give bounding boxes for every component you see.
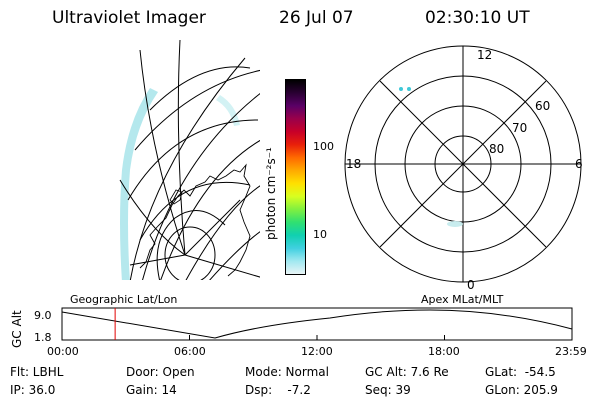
mlat-label-80: 80 [489, 142, 504, 156]
colorbar-tick-10: 10 [313, 228, 327, 241]
altitude-curve [61, 309, 573, 339]
mode-readout: Mode: Normal [245, 365, 329, 379]
colorbar [285, 79, 306, 275]
mlt-label-0: 0 [467, 278, 475, 292]
instrument-title: Ultraviolet Imager [52, 8, 206, 28]
dsp-readout: Dsp: -7.2 [245, 383, 311, 397]
mlt-label-6: 6 [575, 157, 583, 171]
door-readout: Door: Open [126, 365, 195, 379]
date-label: 26 Jul 07 [279, 8, 354, 28]
filter-readout: Flt: LBHL [10, 365, 64, 379]
coastline [139, 163, 251, 277]
timeline-ytick-top: 9.0 [34, 309, 52, 322]
gain-readout: Gain: 14 [126, 383, 177, 397]
colorbar-tick-100: 100 [313, 140, 334, 153]
time-label: 02:30:10 UT [425, 8, 530, 28]
gcalt-readout: GC Alt: 7.6 Re [365, 365, 449, 379]
timeline-xtick-2359: 23:59 [555, 345, 587, 358]
geo-panel-title: Geographic Lat/Lon [70, 293, 177, 306]
aurora-emission [120, 88, 240, 280]
timeline-ytick-bottom: 1.8 [34, 331, 52, 344]
timeline-xtick-0000: 00:00 [47, 345, 79, 358]
glon-readout: GLon: 205.9 [485, 383, 558, 397]
timeline-xtick-1200: 12:00 [301, 345, 333, 358]
timeline-ylabel: GC Alt [10, 310, 24, 348]
polar-panel-title: Apex MLat/MLT [421, 293, 504, 306]
mlat-label-60: 60 [535, 99, 550, 113]
timeline-xtick-1800: 18:00 [428, 345, 460, 358]
mlat-label-70: 70 [512, 121, 527, 135]
seq-readout: Seq: 39 [365, 383, 411, 397]
ip-readout: IP: 36.0 [10, 383, 56, 397]
glat-readout: GLat: -54.5 [485, 365, 556, 379]
timeline-xtick-0600: 06:00 [174, 345, 206, 358]
mlt-label-12: 12 [477, 48, 492, 62]
mlt-label-18: 18 [346, 157, 361, 171]
